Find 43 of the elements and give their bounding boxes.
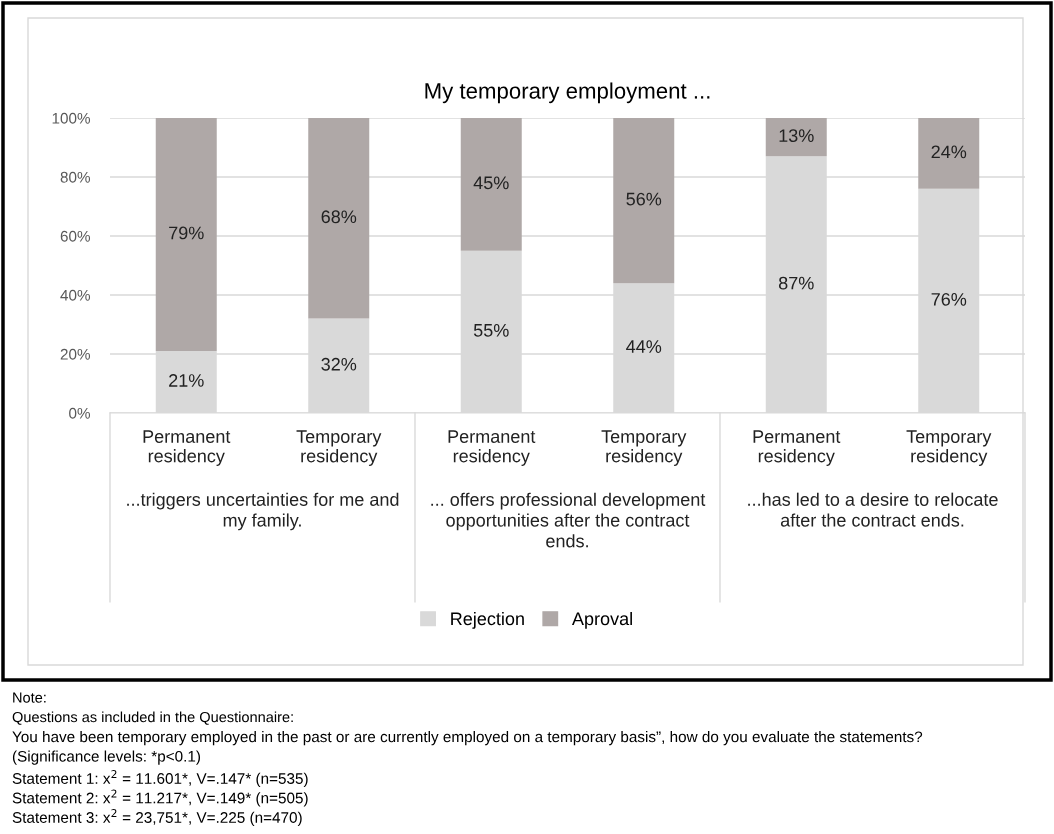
x-tick-label: Permanent residency <box>753 430 841 466</box>
data-label: 79% <box>169 226 204 240</box>
text: You have been temporary employed in the past or are currently employed on a temporary basis”, how do you evaluate the statements? <box>12 731 923 746</box>
text: Note: <box>13 692 46 703</box>
bar <box>155 118 217 352</box>
x-tick-label: Permanent residency <box>143 430 231 466</box>
text: Statement 1: x$^{2}$ = 11.601*, V=.147* (n=535) <box>12 770 308 787</box>
legend-label: Aproval <box>571 611 632 629</box>
x-tick-label: Temporary residency <box>601 430 687 466</box>
chart-title: My temporary employment ... <box>425 82 710 104</box>
y-tick-label: 80% <box>60 171 91 183</box>
y-tick-label: 0% <box>69 407 91 419</box>
data-label: 32% <box>321 357 357 371</box>
y-tick-label: 60% <box>60 230 91 242</box>
bar <box>460 118 522 251</box>
y-tick-label: 40% <box>60 289 91 301</box>
data-label: 56% <box>626 192 662 206</box>
y-tick-label: 100% <box>52 112 91 124</box>
data-label: 24% <box>931 145 967 159</box>
data-label: 21% <box>169 374 204 387</box>
data-label: 76% <box>931 292 967 306</box>
data-label: 13% <box>779 129 814 143</box>
x-tick-label: Temporary residency <box>906 430 992 466</box>
bar <box>765 118 827 157</box>
data-label: 44% <box>626 340 662 353</box>
data-label: 55% <box>473 324 509 337</box>
data-label: 68% <box>321 210 357 224</box>
text: ... offers professional development opportunities after the contract ends. <box>431 492 706 548</box>
text: (Significance levels: *p<0.1) <box>12 750 200 765</box>
legend-label: Rejection <box>451 611 524 629</box>
bar <box>918 118 980 189</box>
data-label: 45% <box>473 176 509 190</box>
bar <box>308 118 370 319</box>
text: Statement 2: x$^{2}$ = 11.217*, V=.149* (n=505) <box>12 789 308 807</box>
text: Statement 3: x$^{2}$ = 23,751*, V=.225 (n=470) <box>12 809 302 826</box>
text: ...triggers uncertainties for me and my family. <box>127 492 399 531</box>
text: Questions as included in the Questionnaire: <box>12 711 293 725</box>
bar <box>613 118 675 284</box>
x-tick-label: Temporary residency <box>296 430 382 466</box>
text: ...has led to a desire to relocate after the contract ends. <box>748 492 998 527</box>
x-tick-label: Permanent residency <box>448 430 536 466</box>
data-label: 87% <box>778 276 814 290</box>
y-tick-label: 20% <box>60 348 91 360</box>
